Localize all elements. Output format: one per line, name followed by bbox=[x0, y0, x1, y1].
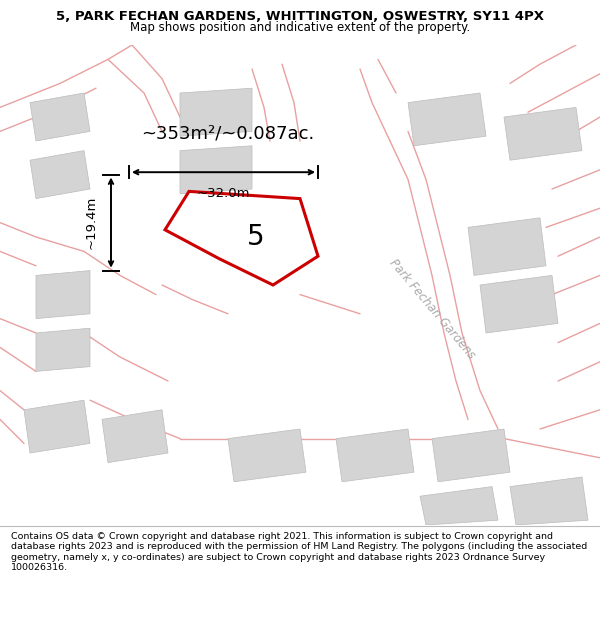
Text: ~353m²/~0.087ac.: ~353m²/~0.087ac. bbox=[142, 125, 314, 142]
Polygon shape bbox=[504, 107, 582, 160]
Polygon shape bbox=[180, 146, 252, 194]
Polygon shape bbox=[336, 429, 414, 482]
Polygon shape bbox=[36, 328, 90, 371]
Text: Map shows position and indicative extent of the property.: Map shows position and indicative extent… bbox=[130, 21, 470, 34]
Polygon shape bbox=[24, 400, 90, 453]
Polygon shape bbox=[432, 429, 510, 482]
Polygon shape bbox=[102, 410, 168, 462]
Text: Park Fechan Gardens: Park Fechan Gardens bbox=[386, 257, 478, 361]
Polygon shape bbox=[468, 217, 546, 276]
Polygon shape bbox=[408, 93, 486, 146]
Polygon shape bbox=[180, 88, 252, 136]
Polygon shape bbox=[480, 276, 558, 333]
Text: Contains OS data © Crown copyright and database right 2021. This information is : Contains OS data © Crown copyright and d… bbox=[11, 532, 587, 572]
Polygon shape bbox=[36, 271, 90, 319]
Text: ~19.4m: ~19.4m bbox=[85, 196, 98, 249]
Polygon shape bbox=[228, 429, 306, 482]
Text: ~32.0m: ~32.0m bbox=[197, 187, 250, 199]
Polygon shape bbox=[30, 151, 90, 199]
Text: 5, PARK FECHAN GARDENS, WHITTINGTON, OSWESTRY, SY11 4PX: 5, PARK FECHAN GARDENS, WHITTINGTON, OSW… bbox=[56, 10, 544, 23]
Polygon shape bbox=[420, 487, 498, 525]
Polygon shape bbox=[30, 93, 90, 141]
Polygon shape bbox=[510, 477, 588, 525]
Text: 5: 5 bbox=[247, 222, 265, 251]
Polygon shape bbox=[165, 191, 318, 285]
